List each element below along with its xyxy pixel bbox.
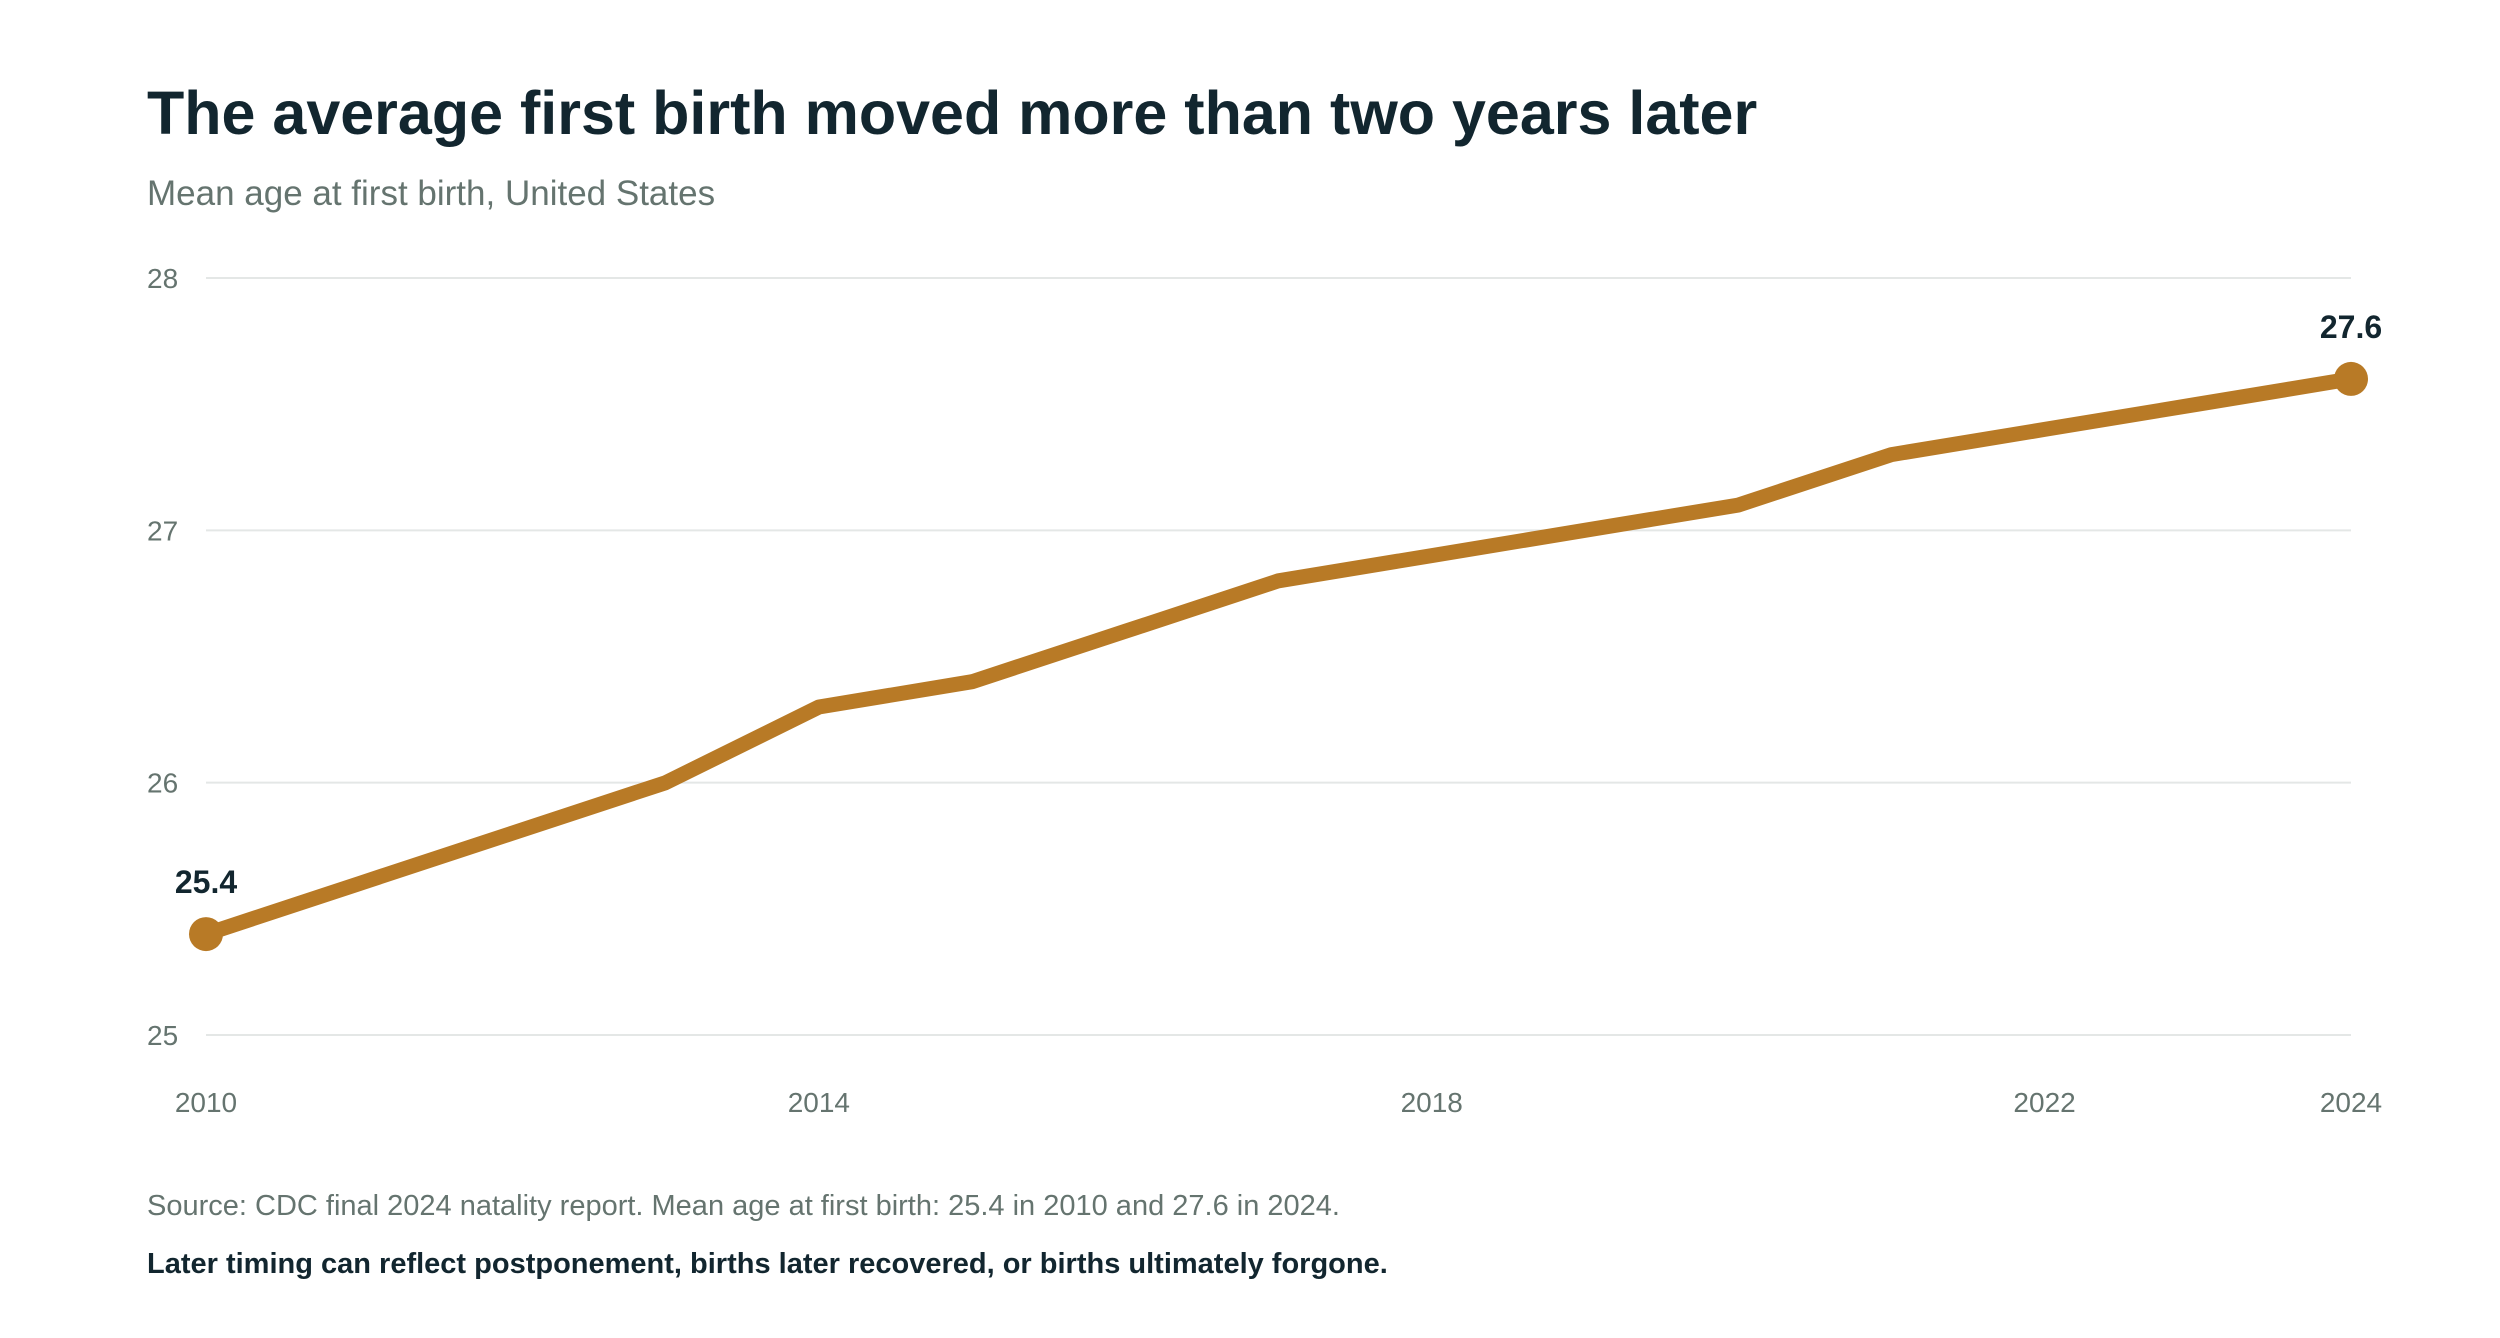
x-tick-label: 2022	[2013, 1087, 2075, 1118]
gridlines	[206, 277, 2351, 1036]
series-line	[198, 371, 2359, 942]
x-tick-label: 2014	[788, 1087, 850, 1118]
y-axis: 25 26 27 28	[147, 263, 178, 1051]
x-tick-label: 2024	[2320, 1087, 2382, 1118]
source-note: Source: CDC final 2024 natality report. …	[147, 1190, 1340, 1222]
data-label: 25.4	[175, 864, 237, 900]
x-axis: 2010 2014 2018 2022 2024	[175, 1087, 2382, 1118]
endpoint-marker	[2334, 361, 2368, 396]
x-tick-label: 2018	[1401, 1087, 1463, 1118]
y-tick-label: 25	[147, 1020, 178, 1051]
series-layer	[189, 361, 2368, 952]
endpoint-marker	[189, 917, 223, 952]
footnote: Later timing can reflect postponement, b…	[147, 1248, 1388, 1280]
data-label: 27.6	[2320, 309, 2382, 345]
y-tick-label: 28	[147, 263, 178, 294]
chart-title: The average first birth moved more than …	[147, 79, 1758, 147]
y-tick-label: 27	[147, 515, 178, 546]
y-tick-label: 26	[147, 768, 178, 799]
x-tick-label: 2010	[175, 1087, 237, 1118]
data-labels: 25.4 27.6	[175, 309, 2382, 900]
chart-subtitle: Mean age at first birth, United States	[147, 174, 716, 213]
